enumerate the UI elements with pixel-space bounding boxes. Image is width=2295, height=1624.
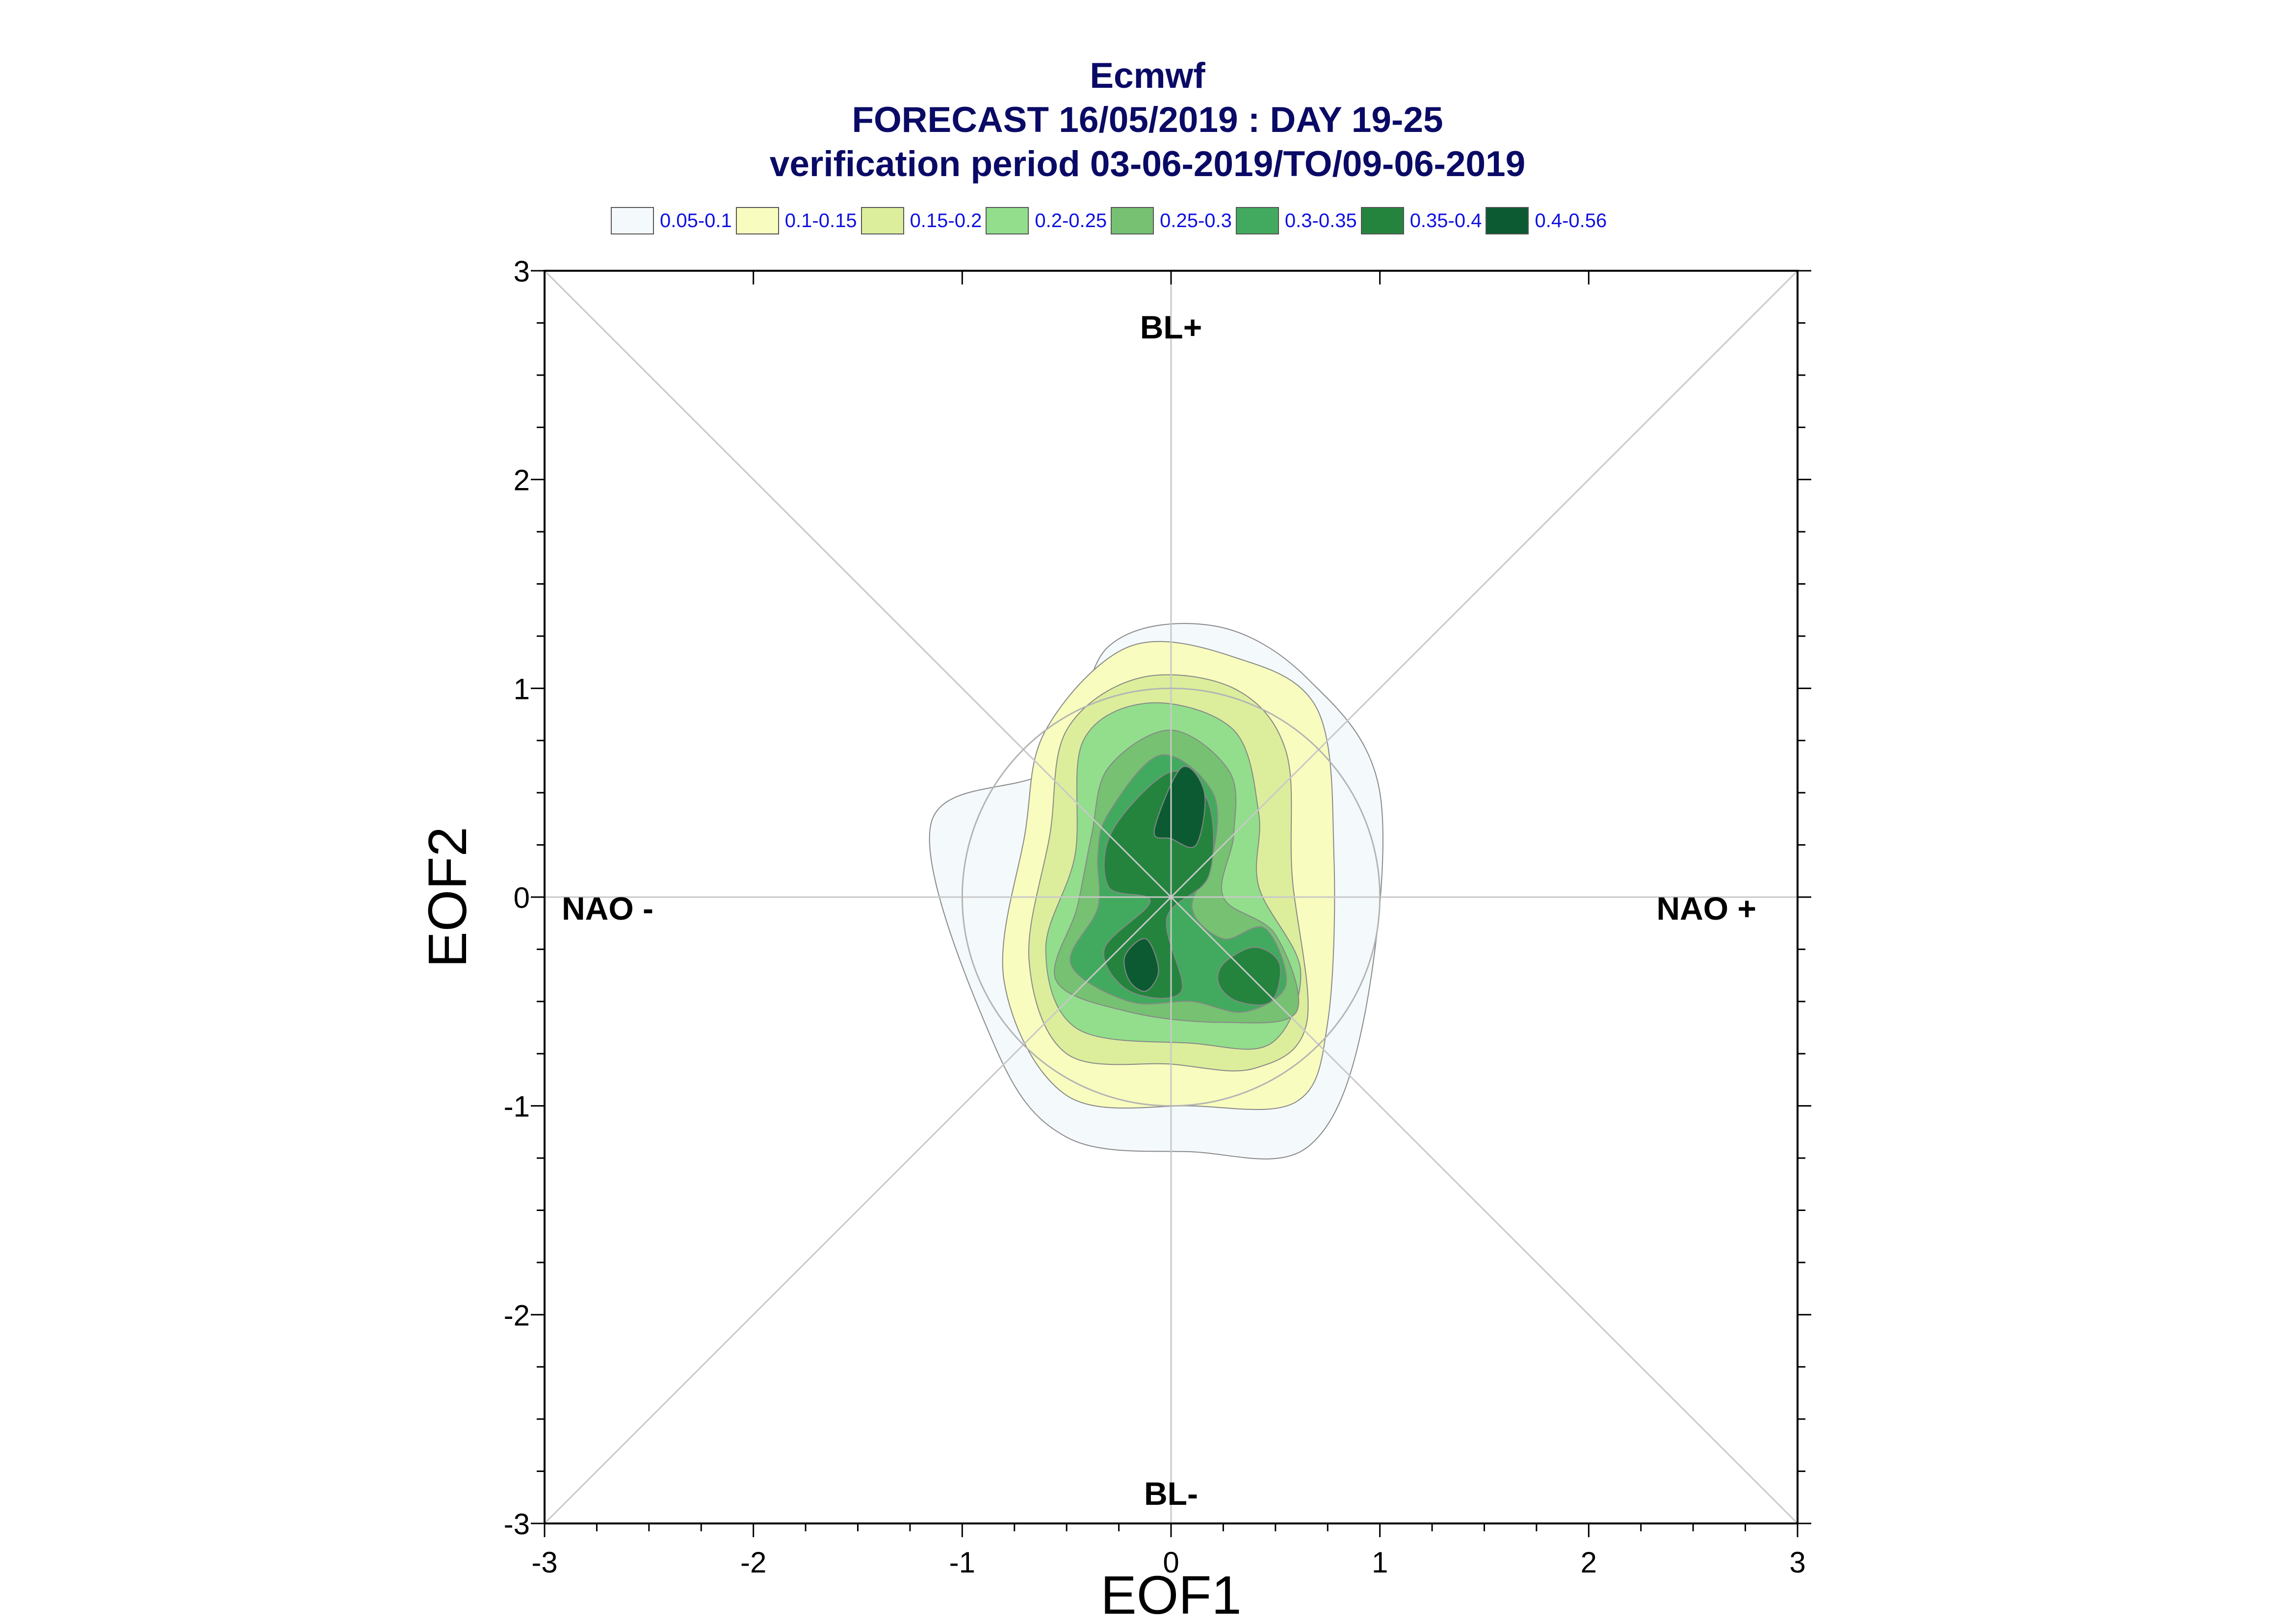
legend-label: 0.3-0.35 xyxy=(1284,209,1357,232)
x-tick-label: 3 xyxy=(1789,1546,1805,1579)
legend-swatch xyxy=(1486,207,1529,234)
chart-labels: -3 -2 -1 0 1 2 3 -3 -2 -1 0 1 2 3 EOF1 EOF2 BL+ BL- NAO - N… xyxy=(417,255,1806,1624)
legend-label: 0.35-0.4 xyxy=(1409,209,1482,232)
chart-subtitle-period: verification period 03-06-2019/TO/09-06-… xyxy=(769,144,1526,184)
legend-label: 0.15-0.2 xyxy=(910,209,982,232)
legend-label: 0.25-0.3 xyxy=(1160,209,1232,232)
regime-label-bl-minus: BL- xyxy=(1144,1475,1198,1512)
y-tick-label: 1 xyxy=(514,672,530,705)
x-tick-label: 0 xyxy=(1163,1546,1179,1579)
chart-title-block: Ecmwf FORECAST 16/05/2019 : DAY 19-25 ve… xyxy=(0,54,2295,186)
regime-label-nao-minus: NAO - xyxy=(562,890,653,927)
y-tick-label: -2 xyxy=(504,1299,530,1332)
chart-title: Ecmwf xyxy=(1090,56,1205,96)
x-tick-label: -3 xyxy=(531,1546,557,1579)
y-tick-label: -3 xyxy=(504,1508,530,1541)
legend-item: 0.2-0.25 xyxy=(986,207,1107,234)
y-tick-label: 2 xyxy=(514,464,530,497)
y-tick-label: 3 xyxy=(514,255,530,288)
x-tick-label: -2 xyxy=(740,1546,766,1579)
legend-label: 0.4-0.56 xyxy=(1535,209,1607,232)
guide-lines xyxy=(544,270,1799,1524)
legend-swatch xyxy=(861,207,904,234)
legend-item: 0.35-0.4 xyxy=(1360,207,1482,234)
legend-item: 0.1-0.15 xyxy=(735,207,857,234)
x-tick-label: 2 xyxy=(1581,1546,1597,1579)
regime-label-bl-plus: BL+ xyxy=(1140,309,1202,345)
legend-item: 0.3-0.35 xyxy=(1235,207,1357,234)
reference-circle xyxy=(961,687,1381,1107)
legend-swatch xyxy=(735,207,779,234)
density-contours xyxy=(929,623,1383,1160)
legend-swatch xyxy=(986,207,1029,234)
x-tick-label: -1 xyxy=(949,1546,975,1579)
x-tick-label: 1 xyxy=(1372,1546,1388,1579)
legend-item: 0.4-0.56 xyxy=(1486,207,1607,234)
legend-item: 0.15-0.2 xyxy=(861,207,982,234)
legend-swatch xyxy=(611,207,654,234)
y-tick-label: -1 xyxy=(504,1090,530,1123)
density-contour xyxy=(1123,938,1159,992)
legend: 0.05-0.1 0.1-0.15 0.15-0.2 0.2-0.25 0.25-0.3… xyxy=(611,207,1611,234)
x-axis-label: EOF1 xyxy=(1100,1565,1241,1624)
y-tick-label: 0 xyxy=(514,881,530,914)
legend-label: 0.1-0.15 xyxy=(784,209,857,232)
axes xyxy=(531,270,1811,1537)
legend-swatch xyxy=(1360,207,1404,234)
legend-item: 0.25-0.3 xyxy=(1111,207,1232,234)
legend-swatch xyxy=(1235,207,1279,234)
legend-label: 0.05-0.1 xyxy=(660,209,732,232)
regime-label-nao-plus: NAO + xyxy=(1656,890,1756,927)
legend-item: 0.05-0.1 xyxy=(611,207,732,234)
legend-swatch xyxy=(1111,207,1154,234)
y-axis-label: EOF2 xyxy=(417,826,478,967)
chart-subtitle: FORECAST 16/05/2019 : DAY 19-25 xyxy=(852,100,1443,140)
legend-label: 0.2-0.25 xyxy=(1035,209,1107,232)
